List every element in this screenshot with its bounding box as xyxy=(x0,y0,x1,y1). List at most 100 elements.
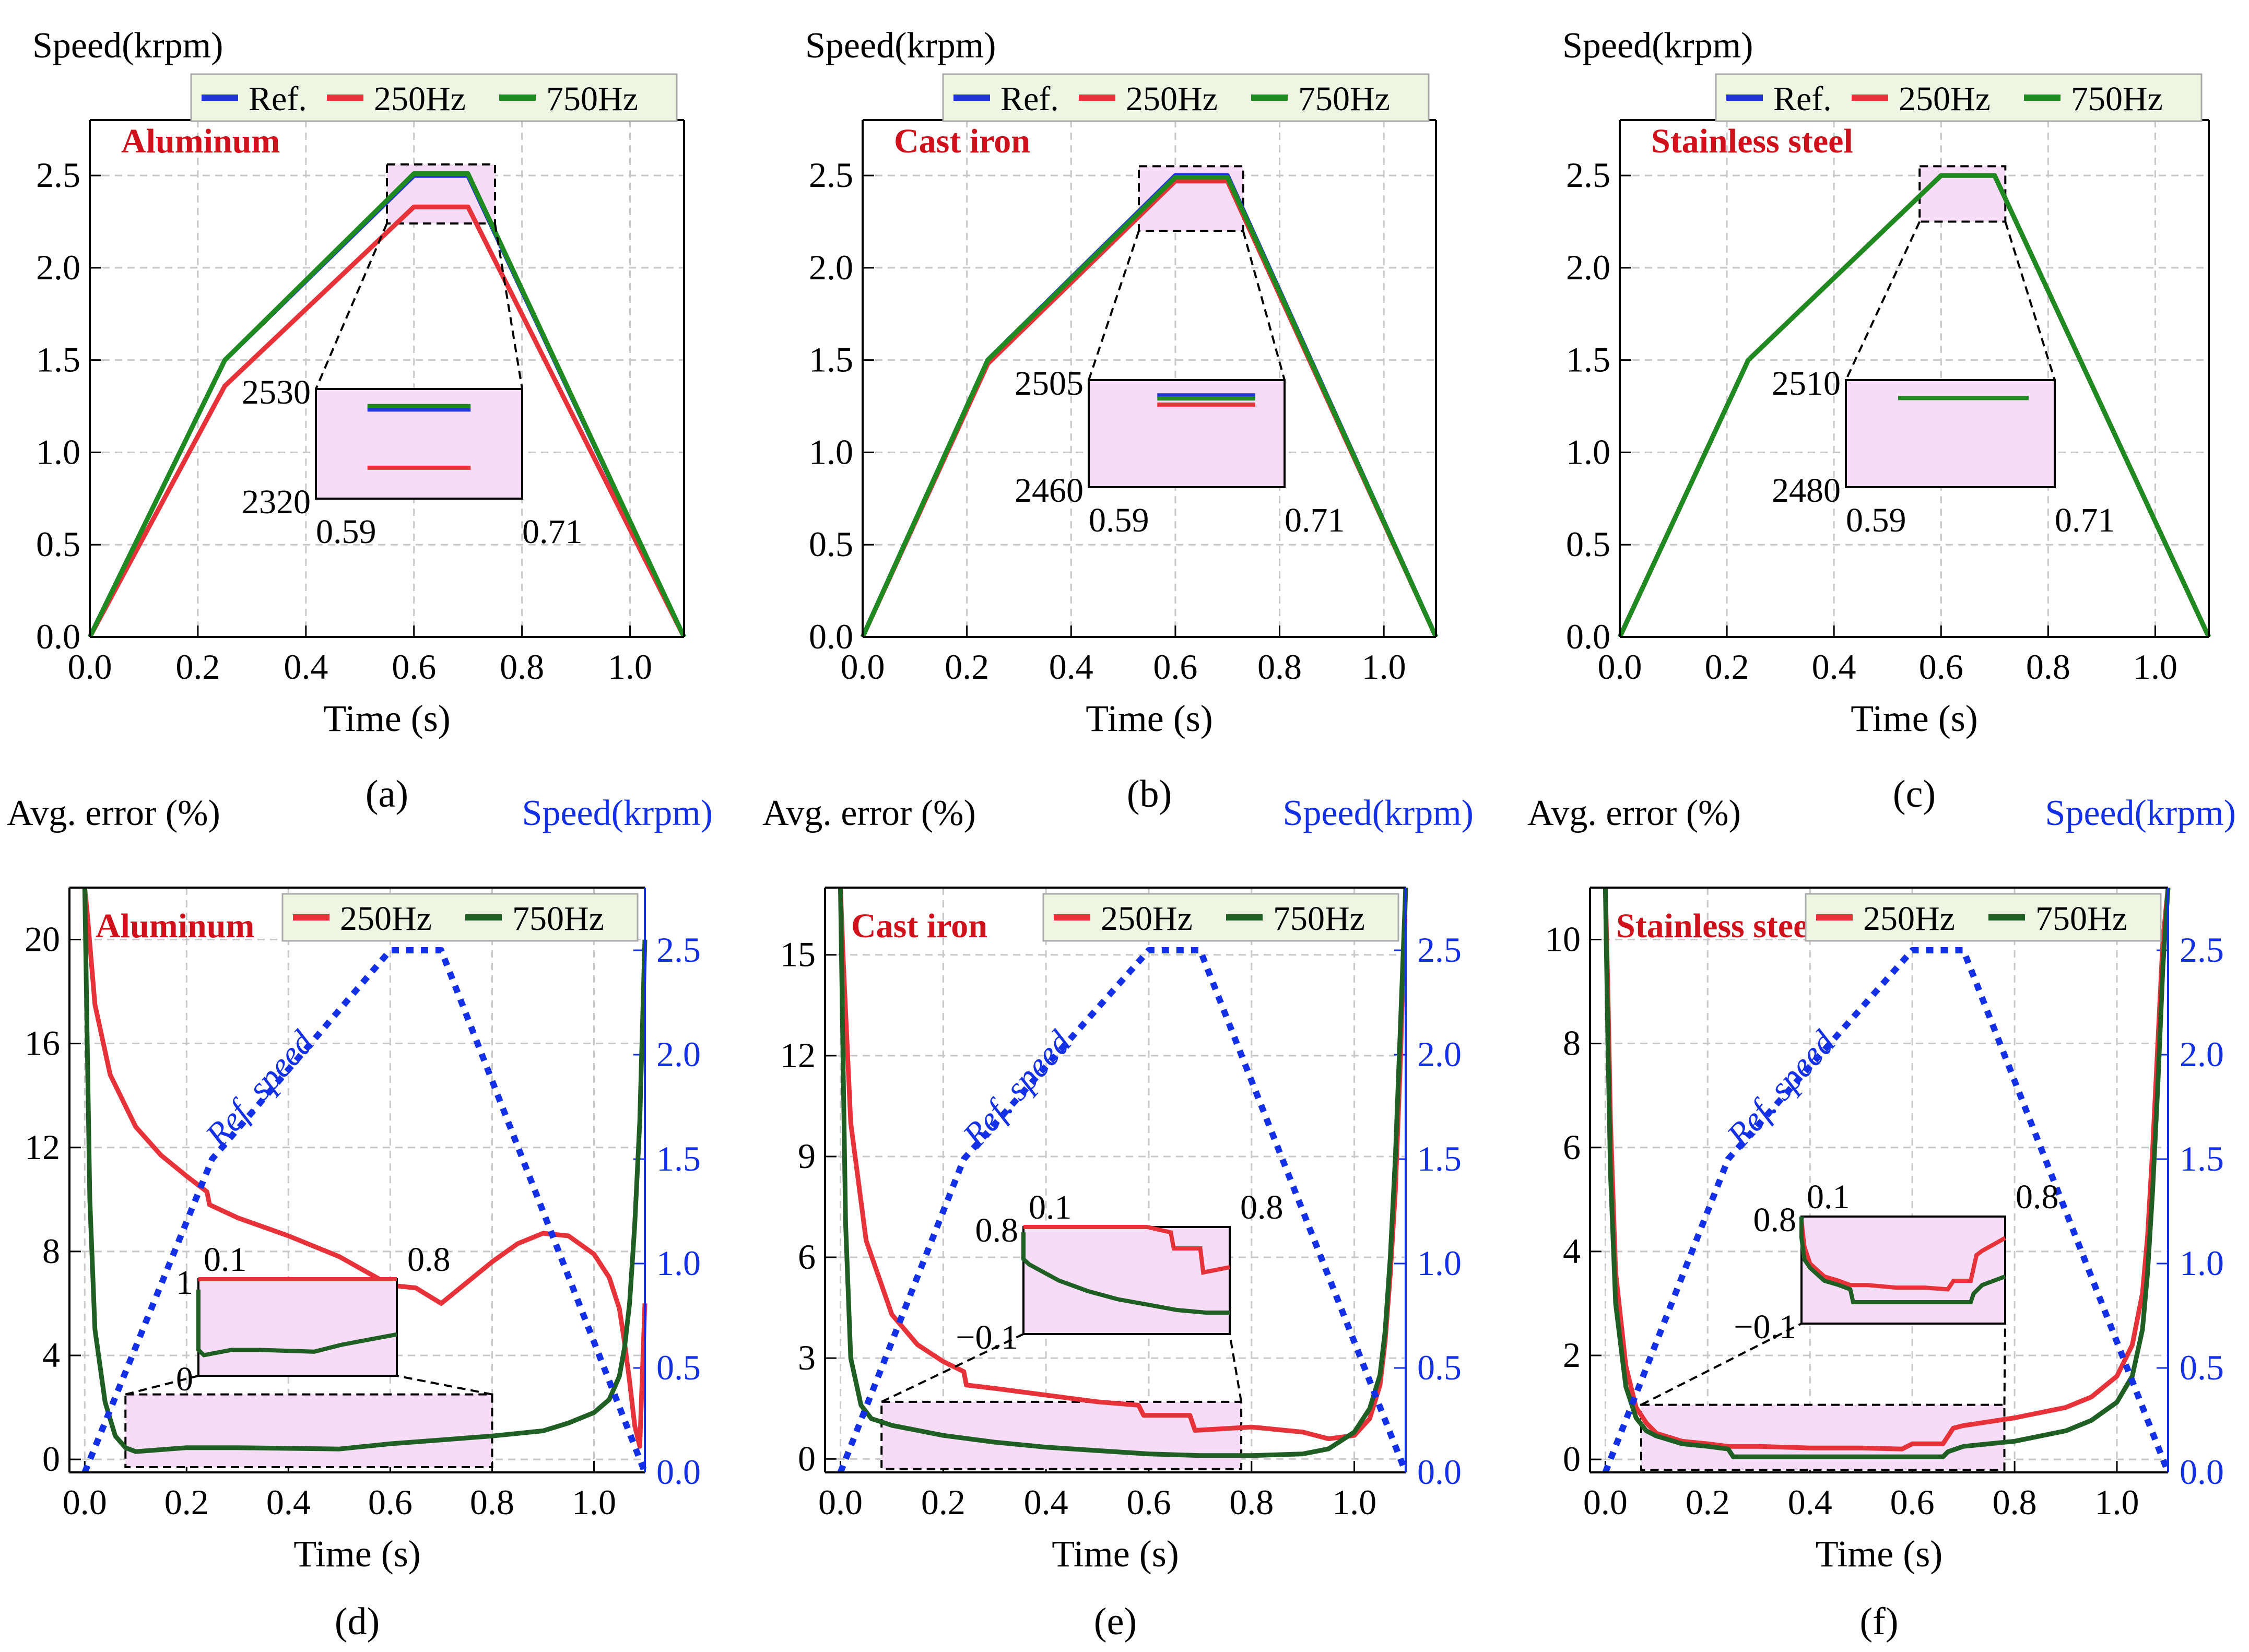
series-250hz xyxy=(88,204,687,639)
inset-series xyxy=(1021,1232,1230,1315)
series-750hz xyxy=(87,171,687,638)
x-tick-label: 0.6 xyxy=(1126,1482,1171,1522)
y-right-axis-label: Speed(krpm) xyxy=(1283,793,1474,833)
y-right-tick-label: 1.5 xyxy=(656,1139,701,1178)
inset-y-label: 2320 xyxy=(242,483,311,521)
y-tick-label: 0 xyxy=(798,1438,816,1478)
x-tick-label: 0.8 xyxy=(470,1482,514,1522)
y-tick-label: 3 xyxy=(798,1338,816,1377)
x-tick-label: 1.0 xyxy=(2133,647,2177,687)
legend-label: 250Hz xyxy=(1899,80,1991,118)
material-label: Cast iron xyxy=(851,907,987,945)
legend-label: Ref. xyxy=(249,80,307,118)
legend-label: 750Hz xyxy=(2071,80,2163,118)
ref-speed-label: Ref. speed xyxy=(955,1023,1079,1155)
x-tick-label: 1.0 xyxy=(572,1482,616,1522)
x-axis-label: Time (s) xyxy=(323,698,450,739)
legend-label: Ref. xyxy=(1000,80,1059,118)
x-tick-label: 0.0 xyxy=(68,647,112,687)
material-label: Stainless steel xyxy=(1651,122,1853,160)
x-tick-label: 0.4 xyxy=(1049,647,1093,687)
zoom-connector xyxy=(1641,1323,1802,1406)
y-tick-label: 0.5 xyxy=(1566,524,1610,564)
x-tick-label: 0.4 xyxy=(266,1482,311,1522)
panel-caption: (f) xyxy=(1860,1600,1899,1643)
series-ref-speed xyxy=(1602,947,2171,1474)
x-tick-label: 1.0 xyxy=(2095,1482,2139,1522)
y-right-tick-label: 2.0 xyxy=(2180,1034,2224,1074)
inset-x-label: 0.8 xyxy=(407,1241,451,1279)
y-tick-label: 1.0 xyxy=(809,432,853,471)
y-right-axis-label: Speed(krpm) xyxy=(522,793,713,833)
inset-x-label: 0.71 xyxy=(522,513,583,551)
y-tick-label: 15 xyxy=(780,935,816,974)
material-label: Aluminum xyxy=(121,122,280,160)
inset-box xyxy=(197,1278,398,1377)
x-tick-label: 0.8 xyxy=(1993,1482,2037,1522)
y-tick-label: 6 xyxy=(798,1237,816,1277)
legend-label: 750Hz xyxy=(512,900,604,938)
zoom-connector xyxy=(315,223,388,390)
legend-label: 750Hz xyxy=(546,80,638,118)
y-tick-label: 8 xyxy=(42,1231,60,1271)
legend-box xyxy=(1715,73,2203,122)
x-tick-label: 0.0 xyxy=(1583,1482,1628,1522)
legend-label: Ref. xyxy=(1773,80,1832,118)
y-right-tick-label: 0.0 xyxy=(2180,1452,2224,1492)
zoom-inset: 1 0 0.1 0.8 xyxy=(125,1241,492,1398)
y-tick-label: 1.0 xyxy=(36,432,80,471)
inset-x-label: 0.8 xyxy=(2016,1178,2059,1216)
panel-4: 0.0 0.2 0.4 0.6 0.8 1.0 0 4 8 12 16 20 0.0 0.5 1.0 1.5 2… xyxy=(7,793,713,1643)
legend-box xyxy=(942,73,1430,122)
y-right-tick-label: 0.5 xyxy=(2180,1348,2224,1387)
inset-y-label: −0.1 xyxy=(1734,1308,1796,1346)
x-tick-label: 0.2 xyxy=(1705,647,1749,687)
y-tick-label: 2 xyxy=(1563,1335,1581,1375)
inset-x-label: 0.71 xyxy=(1285,501,1345,539)
inset-x-label: 0.59 xyxy=(1089,501,1149,539)
panel-caption: (c) xyxy=(1893,773,1936,816)
y-right-tick-label: 0.0 xyxy=(1417,1452,1462,1492)
legend-label: 250Hz xyxy=(374,80,466,118)
y-tick-label: 0.5 xyxy=(36,524,80,564)
y-tick-label: 9 xyxy=(798,1136,816,1176)
x-tick-label: 0.4 xyxy=(1812,647,1856,687)
material-label: Aluminum xyxy=(96,907,254,945)
x-tick-label: 0.0 xyxy=(841,647,885,687)
y-right-tick-label: 1.5 xyxy=(1417,1139,1462,1178)
panel-caption: (e) xyxy=(1094,1600,1137,1643)
y-tick-label: 2.0 xyxy=(36,247,80,287)
inset-y-label: 2460 xyxy=(1015,471,1084,510)
zoom-connector xyxy=(1229,1334,1243,1402)
x-tick-label: 0.4 xyxy=(1788,1482,1832,1522)
y-tick-label: 2.0 xyxy=(1566,247,1610,287)
series-ref-speed xyxy=(837,947,1409,1474)
x-tick-label: 0.6 xyxy=(1890,1482,1935,1522)
y-right-tick-label: 0.5 xyxy=(656,1348,701,1387)
inset-x-label: 0.1 xyxy=(204,1241,247,1279)
y-tick-label: 4 xyxy=(42,1335,60,1375)
zoom-connector xyxy=(493,223,523,390)
y-right-tick-label: 2.5 xyxy=(2180,930,2224,970)
zoom-inset: 0.8 −0.1 0.1 0.8 xyxy=(881,1188,1284,1403)
x-tick-label: 0.8 xyxy=(1257,647,1302,687)
y-tick-label: 12 xyxy=(25,1127,60,1167)
y-tick-label: 0 xyxy=(1563,1439,1581,1479)
series-ref-speed xyxy=(81,947,648,1474)
x-tick-label: 0.6 xyxy=(1153,647,1197,687)
y-right-tick-label: 0.0 xyxy=(656,1452,701,1492)
x-tick-label: 0.8 xyxy=(1229,1482,1274,1522)
y-right-tick-label: 1.0 xyxy=(656,1243,701,1283)
inset-x-label: 0.1 xyxy=(1029,1188,1072,1226)
x-axis-label: Time (s) xyxy=(293,1533,420,1575)
x-tick-label: 0.0 xyxy=(818,1482,863,1522)
panel-1: 0.0 0.2 0.4 0.6 0.8 1.0 0.0 0.5 1.0 1.5 2.0 2.5 Time… xyxy=(32,26,687,816)
zoom-region xyxy=(124,1393,493,1469)
y-axis-label: Speed(krpm) xyxy=(805,26,996,66)
legend-box xyxy=(281,893,639,942)
y-tick-label: 1.5 xyxy=(809,340,853,380)
y-tick-label: 2.5 xyxy=(809,155,853,195)
